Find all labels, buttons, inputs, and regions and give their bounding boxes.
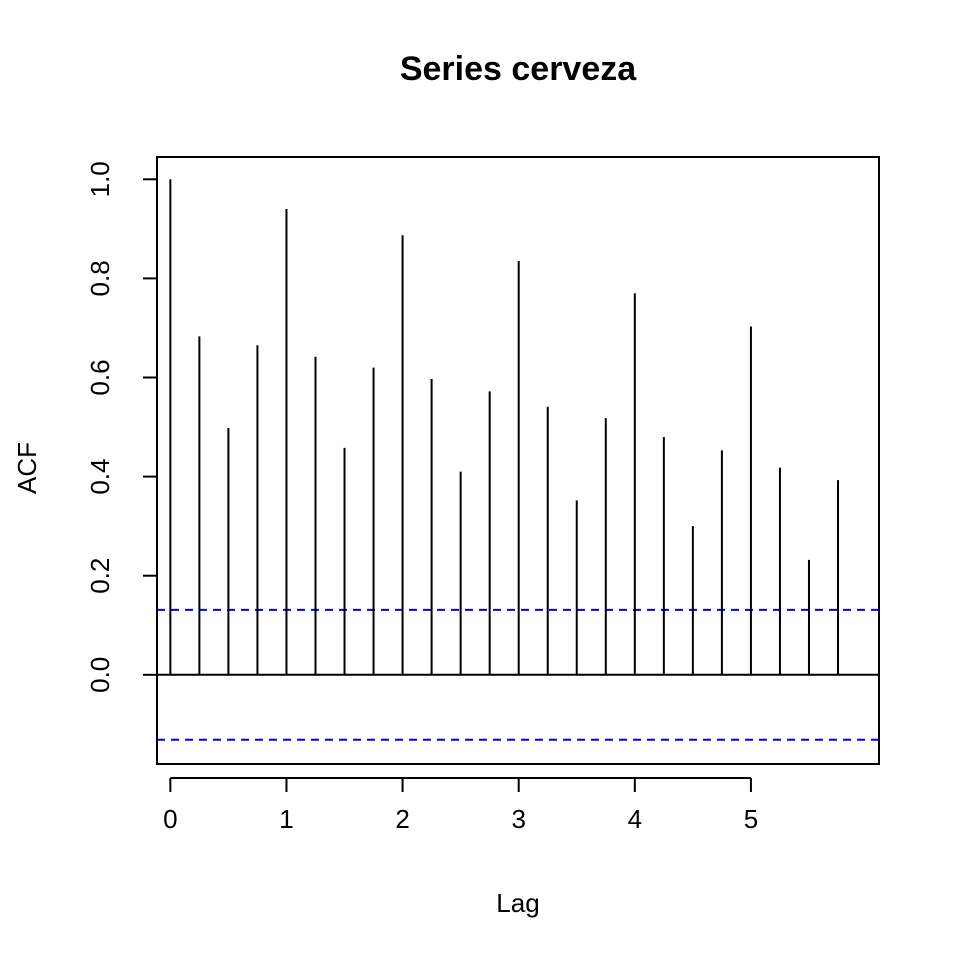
y-tick-label: 0.4 [85,459,115,495]
x-tick-label: 5 [744,804,758,834]
plot-layer: 0 1 2 3 4 5 0.0 0.2 0.4 0.6 0.8 1.0 [85,156,880,834]
y-tick-label: 0.0 [85,657,115,693]
x-tick-label: 0 [163,804,177,834]
x-tick-label: 3 [511,804,525,834]
chart-title: Series cerveza [400,50,637,88]
y-axis-label: ACF [12,442,42,494]
y-tick-label: 0.6 [85,359,115,395]
y-tick-label: 1.0 [85,161,115,197]
x-axis-label: Lag [496,888,539,918]
y-tick-label: 0.2 [85,558,115,594]
x-tick-label: 4 [628,804,642,834]
x-tick-label: 2 [395,804,409,834]
y-tick-label: 0.8 [85,260,115,296]
x-tick-label: 1 [279,804,293,834]
